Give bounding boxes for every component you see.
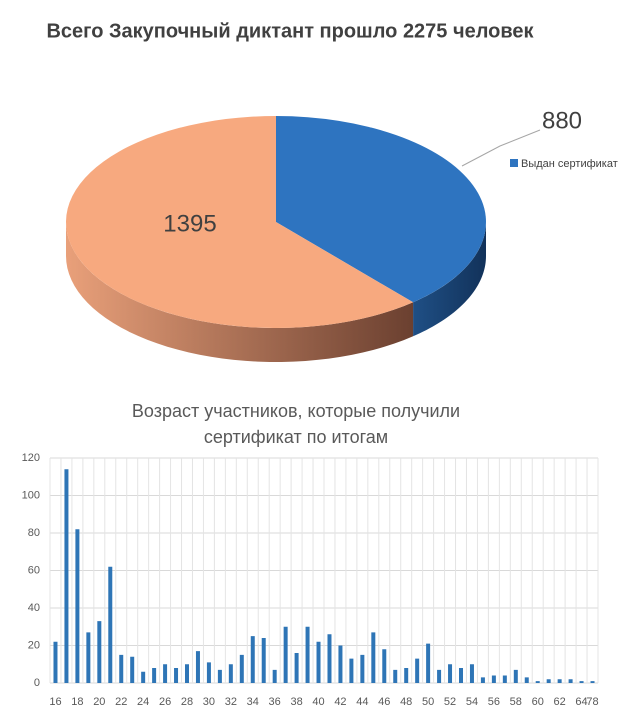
x-tick-label: 26	[159, 696, 171, 708]
bar	[338, 645, 343, 683]
bar	[119, 654, 124, 683]
y-tick-label: 40	[28, 602, 40, 614]
bar	[469, 664, 474, 683]
bar	[579, 681, 584, 683]
bar	[86, 632, 91, 683]
bar	[195, 651, 200, 683]
bar	[437, 669, 442, 683]
bar	[546, 679, 551, 683]
x-tick-label: 44	[356, 696, 368, 708]
bar	[524, 677, 529, 683]
bar	[283, 626, 288, 683]
bar	[448, 664, 453, 683]
x-tick-label: 62	[554, 696, 566, 708]
bar	[272, 669, 277, 683]
bar	[163, 664, 168, 683]
x-tick-label: 30	[203, 696, 215, 708]
bar	[568, 679, 573, 683]
bar	[426, 643, 431, 683]
y-tick-label: 0	[34, 677, 40, 689]
bar	[459, 668, 463, 683]
bar	[502, 675, 507, 683]
x-tick-label: 24	[137, 696, 149, 708]
bar	[513, 669, 518, 683]
bar	[239, 654, 244, 683]
bar	[261, 638, 266, 683]
legend-label: Выдан сертификат	[521, 158, 618, 170]
bar	[250, 636, 255, 683]
bar	[108, 566, 113, 683]
value-label: 1395	[163, 210, 216, 237]
bar	[590, 681, 595, 683]
bar	[53, 641, 58, 683]
bar	[316, 641, 321, 683]
bar	[64, 469, 69, 683]
bar	[152, 668, 157, 683]
x-tick-label: 28	[181, 696, 193, 708]
leader-line	[461, 129, 541, 167]
x-tick-label: 60	[532, 696, 544, 708]
bar	[206, 662, 211, 683]
bar	[130, 656, 135, 683]
x-tick-label: 78	[586, 696, 598, 708]
bar	[404, 668, 409, 683]
legend-swatch	[510, 159, 518, 167]
bar	[327, 634, 332, 683]
x-tick-label: 46	[378, 696, 390, 708]
bar	[382, 649, 387, 683]
bar	[360, 654, 365, 683]
x-tick-label: 20	[93, 696, 105, 708]
bar	[491, 675, 496, 683]
pie-title: Всего Закупочный диктант прошло 2275 чел…	[46, 20, 534, 42]
x-tick-label: 58	[510, 696, 522, 708]
x-tick-label: 18	[71, 696, 83, 708]
x-tick-label: 56	[488, 696, 500, 708]
bar	[393, 669, 398, 683]
pie-slice	[276, 116, 487, 303]
bar	[228, 664, 233, 683]
bar	[371, 632, 376, 683]
x-tick-label: 52	[444, 696, 456, 708]
bar	[185, 664, 189, 683]
x-tick-label: 16	[49, 696, 61, 708]
bar	[174, 668, 179, 683]
x-tick-label: 36	[269, 696, 281, 708]
bar	[349, 658, 354, 683]
y-tick-label: 20	[28, 639, 40, 651]
x-tick-label: 32	[225, 696, 237, 708]
x-tick-label: 50	[422, 696, 434, 708]
bar	[415, 658, 420, 683]
slice-side	[413, 222, 486, 337]
y-tick-label: 120	[22, 452, 40, 464]
bar	[217, 669, 222, 683]
x-tick-label: 48	[400, 696, 412, 708]
x-tick-label: 54	[466, 696, 478, 708]
value-label: 880	[542, 107, 582, 134]
bar	[97, 621, 102, 683]
bar-title: Возраст участников, которые получили сер…	[131, 401, 461, 447]
y-tick-label: 60	[28, 564, 40, 576]
pie-slice	[66, 116, 414, 329]
x-tick-label: 40	[312, 696, 324, 708]
x-tick-label: 64	[575, 696, 587, 708]
bar	[305, 626, 310, 683]
y-tick-label: 80	[28, 527, 40, 539]
bar	[294, 653, 299, 683]
bar	[557, 679, 562, 683]
bar	[480, 677, 485, 683]
bar	[535, 681, 540, 683]
bar	[141, 671, 146, 683]
x-tick-label: 38	[290, 696, 302, 708]
slice-side	[66, 222, 414, 362]
x-tick-label: 34	[247, 696, 259, 708]
bar	[75, 529, 80, 683]
y-tick-label: 100	[22, 489, 40, 501]
x-tick-label: 42	[334, 696, 346, 708]
x-tick-label: 22	[115, 696, 127, 708]
